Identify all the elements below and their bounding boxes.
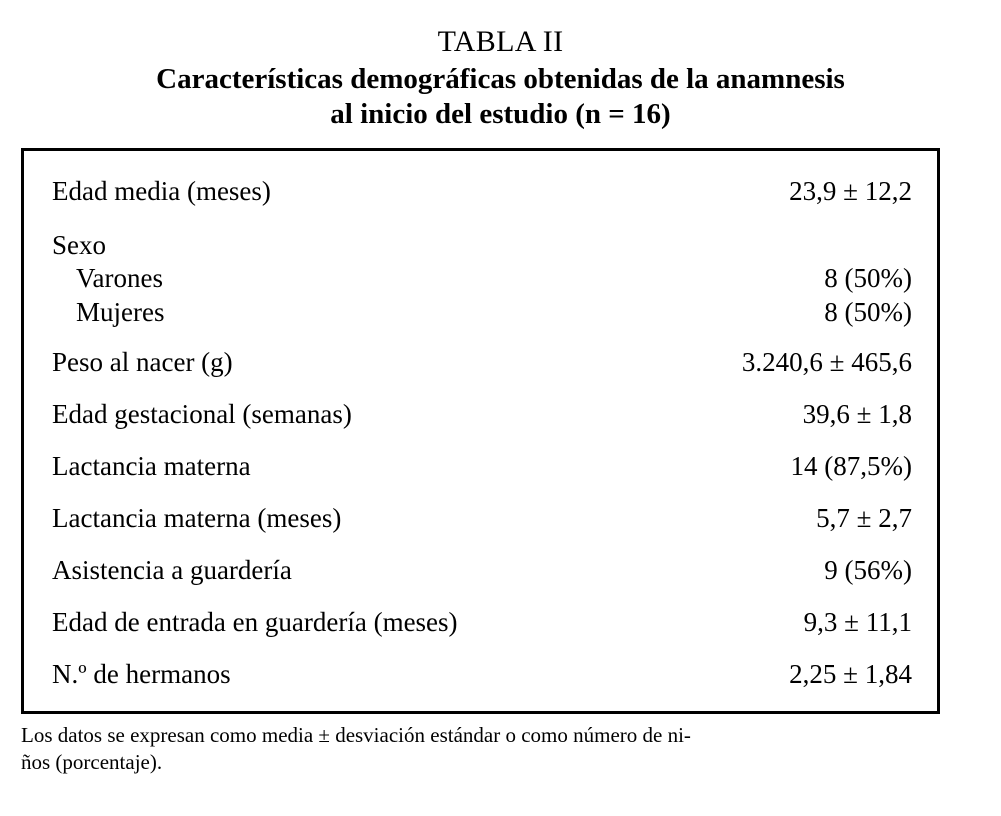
row-label: Edad media (meses) — [52, 176, 271, 206]
row-value: 9 (56%) — [824, 555, 912, 585]
row-label: Asistencia a guardería — [52, 555, 292, 585]
table-row: Edad de entrada en guardería (meses) 9,3… — [52, 596, 912, 648]
row-value: 5,7 ± 2,7 — [816, 503, 912, 533]
table-row: N.º de hermanos 2,25 ± 1,84 — [52, 648, 912, 695]
row-label: Edad de entrada en guardería (meses) — [52, 607, 458, 637]
footnote-line-1: Los datos se expresan como media ± desvi… — [21, 723, 691, 747]
row-label: Edad gestacional (semanas) — [52, 399, 352, 429]
row-label-text: Mujeres — [76, 297, 165, 327]
table-inner: Edad media (meses) 23,9 ± 12,2 Sexo Varo… — [24, 151, 937, 711]
table-title-block: TABLA II Características demográficas ob… — [0, 0, 1001, 132]
row-label: Sexo — [52, 230, 106, 260]
table-body: Edad media (meses) 23,9 ± 12,2 Sexo Varo… — [52, 167, 912, 695]
row-value: 9,3 ± 11,1 — [803, 607, 912, 637]
row-label: N.º de hermanos — [52, 659, 231, 689]
footnote-line-2: ños (porcentaje). — [21, 750, 163, 774]
row-value: 3.240,6 ± 465,6 — [741, 347, 912, 377]
table-row: Peso al nacer (g) 3.240,6 ± 465,6 — [52, 336, 912, 388]
row-label: Mujeres — [52, 295, 482, 336]
table-row: Mujeres 8 (50%) — [52, 295, 912, 336]
row-label: Peso al nacer (g) — [52, 347, 233, 377]
table-caption-line-1: Características demográficas obtenidas d… — [156, 63, 845, 95]
row-value: 8 (50%) — [824, 297, 912, 327]
table-row: Lactancia materna 14 (87,5%) — [52, 440, 912, 492]
row-value: 14 (87,5%) — [790, 451, 912, 481]
table-footnote: Los datos se expresan como media ± desvi… — [21, 722, 921, 776]
row-label-text: Varones — [76, 263, 163, 293]
table-frame: Edad media (meses) 23,9 ± 12,2 Sexo Varo… — [21, 148, 940, 714]
table-number-label: TABLA II — [437, 25, 564, 58]
table-row: Varones 8 (50%) — [52, 261, 912, 295]
row-value: 23,9 ± 12,2 — [789, 176, 912, 206]
table-caption-line-2: al inicio del estudio (n = 16) — [330, 98, 671, 130]
row-label: Varones — [52, 261, 482, 295]
table-row: Lactancia materna (meses) 5,7 ± 2,7 — [52, 492, 912, 544]
table-row: Edad media (meses) 23,9 ± 12,2 — [52, 167, 912, 217]
row-label: Lactancia materna — [52, 451, 251, 481]
row-value: 8 (50%) — [824, 263, 912, 293]
row-value: 2,25 ± 1,84 — [789, 659, 912, 689]
table-row: Sexo — [52, 217, 912, 261]
demographics-table: Edad media (meses) 23,9 ± 12,2 Sexo Varo… — [52, 167, 912, 695]
row-value — [482, 217, 912, 261]
row-label: Lactancia materna (meses) — [52, 503, 342, 533]
table-row: Asistencia a guardería 9 (56%) — [52, 544, 912, 596]
row-value: 39,6 ± 1,8 — [802, 399, 912, 429]
table-row: Edad gestacional (semanas) 39,6 ± 1,8 — [52, 388, 912, 440]
